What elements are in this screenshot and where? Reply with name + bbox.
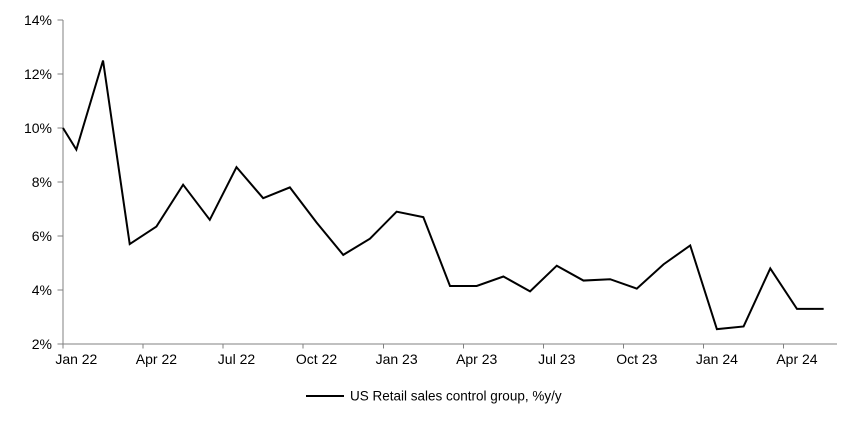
x-tick-label: Apr 22 (136, 351, 177, 367)
x-tick-label: Jan 24 (696, 351, 738, 367)
y-tick-label: 14% (24, 12, 52, 28)
legend: US Retail sales control group, %y/y (306, 389, 562, 404)
x-tick-label: Apr 23 (456, 351, 497, 367)
plot-area: 14% 12% 10% 8% 6% 4% 2%Jan 22 Apr 22 Jul 22 Oct 2… (24, 12, 837, 367)
y-tick-label: 12% (24, 66, 52, 82)
series-line (62, 60, 824, 331)
x-tick-label: Apr 24 (776, 351, 817, 367)
x-tick-label: Jan 22 (55, 351, 97, 367)
y-tick-label: 10% (24, 120, 52, 136)
x-tick-label: Oct 23 (616, 351, 657, 367)
y-tick-label: 4% (32, 282, 52, 298)
x-tick-label: Jan 23 (376, 351, 418, 367)
y-tick-label: 6% (32, 228, 52, 244)
x-tick-label: Jul 22 (218, 351, 256, 367)
x-tick-label: Oct 22 (296, 351, 337, 367)
y-tick-label: 8% (32, 174, 52, 190)
x-tick-label: Jul 23 (538, 351, 576, 367)
y-tick-label: 2% (32, 336, 52, 352)
legend-label: US Retail sales control group, %y/y (350, 389, 562, 404)
